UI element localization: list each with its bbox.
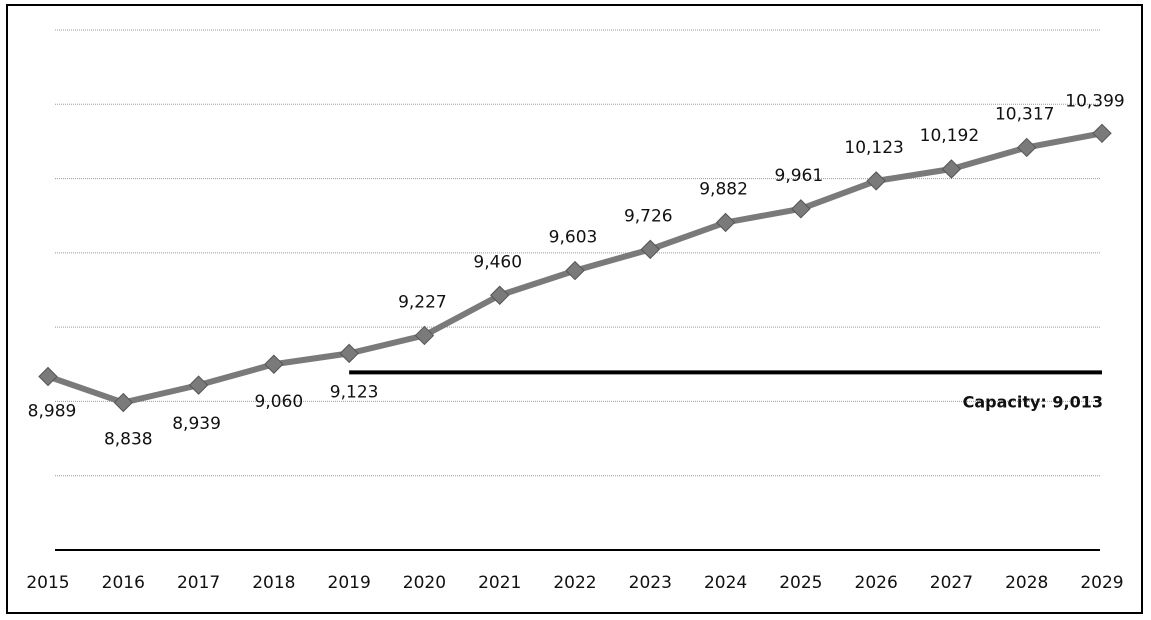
data-points	[38, 123, 1112, 413]
x-tick-label: 2019	[328, 573, 371, 593]
data-label: 10,317	[995, 104, 1054, 124]
x-tick-label: 2029	[1080, 573, 1123, 593]
data-label: 9,726	[624, 206, 673, 226]
data-label: 9,961	[775, 166, 824, 186]
data-label: 9,603	[549, 228, 598, 248]
data-point	[1092, 123, 1112, 144]
data-point	[490, 285, 510, 305]
data-point	[188, 375, 209, 395]
data-point	[414, 325, 435, 346]
x-tick-label: 2028	[1005, 573, 1048, 593]
gridlines	[55, 29, 1100, 477]
data-label: 10,192	[920, 126, 979, 146]
x-tick-label: 2020	[403, 573, 446, 593]
x-axis-ticks: 2015 2016 2017 2018 2019 2020 2021 2022 2023 2024…	[26, 573, 1123, 593]
x-tick-label: 2022	[553, 573, 596, 593]
x-tick-label: 2018	[252, 573, 295, 593]
x-tick-label: 2025	[779, 573, 822, 593]
data-point	[715, 212, 736, 233]
capacity-label: Capacity: 9,013	[963, 392, 1103, 411]
data-point	[941, 159, 962, 179]
data-label: 10,399	[1065, 91, 1124, 111]
data-label: 8,989	[28, 401, 77, 421]
data-label: 9,227	[398, 292, 447, 312]
x-tick-label: 2027	[930, 573, 973, 593]
x-tick-label: 2024	[704, 573, 747, 593]
data-label: 9,882	[699, 179, 748, 199]
x-tick-label: 2015	[26, 573, 69, 593]
data-point	[339, 343, 359, 364]
data-label: 10,123	[844, 138, 903, 158]
data-label: 9,123	[330, 382, 379, 402]
data-point	[565, 260, 585, 281]
data-point	[113, 392, 133, 413]
data-labels: 8,989 8,838 8,939 9,060 9,123 9,227 9,460 9,603…	[28, 91, 1125, 449]
data-point	[640, 239, 660, 260]
data-label: 8,939	[172, 414, 221, 434]
x-tick-label: 2016	[102, 573, 145, 593]
data-label: 9,460	[473, 252, 522, 272]
x-tick-label: 2026	[855, 573, 898, 593]
data-point	[1017, 137, 1037, 158]
data-label: 8,838	[104, 430, 153, 450]
data-label: 9,060	[255, 392, 304, 412]
x-tick-label: 2017	[177, 573, 220, 593]
data-point	[38, 366, 58, 387]
data-point	[791, 199, 811, 219]
data-point	[264, 354, 284, 374]
data-point	[866, 171, 886, 191]
x-tick-label: 2023	[629, 573, 672, 593]
x-tick-label: 2021	[478, 573, 521, 593]
chart-frame	[6, 4, 1143, 614]
